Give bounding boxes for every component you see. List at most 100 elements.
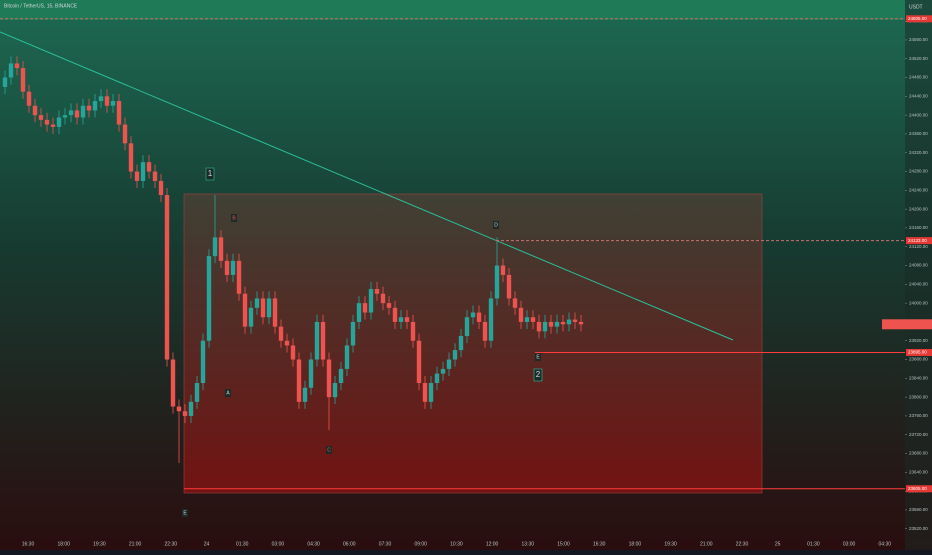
annotation: 2 bbox=[536, 370, 541, 379]
y-tick-label: 24400.00 bbox=[909, 112, 928, 117]
candle-body bbox=[104, 96, 110, 106]
candle-body bbox=[224, 260, 230, 275]
y-tick-label: 24560.00 bbox=[909, 37, 928, 42]
candle-body bbox=[182, 411, 188, 416]
x-tick-label: 06:00 bbox=[343, 541, 356, 547]
y-tick-label: 23680.00 bbox=[909, 451, 928, 456]
annotation-box bbox=[231, 214, 237, 222]
candle-body bbox=[452, 350, 458, 360]
candle-body bbox=[458, 336, 464, 351]
candle-body bbox=[2, 77, 8, 87]
candle-body bbox=[116, 101, 122, 125]
y-tick-label: 24160.00 bbox=[909, 225, 928, 230]
candle-body bbox=[230, 260, 236, 275]
candle-body bbox=[254, 298, 260, 308]
annotation: C bbox=[327, 447, 331, 453]
candle-body bbox=[374, 289, 380, 294]
x-tick-label: 18:00 bbox=[629, 541, 642, 547]
annotation: B bbox=[232, 215, 236, 221]
y-tick-label: 23880.00 bbox=[909, 357, 928, 362]
candle-body bbox=[386, 303, 392, 308]
y-tick-label: 23640.00 bbox=[909, 470, 928, 475]
y-tick-label: 24440.00 bbox=[909, 94, 928, 99]
level-label: 24133.00 bbox=[908, 238, 927, 243]
candle-body bbox=[110, 101, 116, 106]
candle-body bbox=[146, 162, 152, 172]
level-label: 24605.00 bbox=[908, 16, 927, 21]
x-tick-label: 10:30 bbox=[450, 541, 463, 547]
candle-body bbox=[242, 293, 248, 327]
y-tick-label: 23520.00 bbox=[909, 526, 928, 531]
level-label: 23605.00 bbox=[908, 486, 927, 491]
current-price-tag bbox=[882, 319, 932, 330]
candle-body bbox=[248, 307, 254, 327]
candle-body bbox=[308, 359, 314, 388]
candle-body bbox=[512, 298, 518, 308]
x-tick-label: 22:30 bbox=[736, 541, 749, 547]
x-tick-label: 01:30 bbox=[236, 541, 249, 547]
candle-body bbox=[434, 373, 440, 384]
candle-body bbox=[482, 321, 488, 341]
candle-body bbox=[212, 237, 218, 257]
y-tick-label: 24080.00 bbox=[909, 263, 928, 268]
candle-body bbox=[122, 124, 128, 144]
candle-body bbox=[566, 319, 572, 325]
candle-body bbox=[188, 401, 194, 416]
candle-body bbox=[86, 105, 92, 111]
x-tick-label: 19:30 bbox=[93, 541, 106, 547]
y-tick-label: 23760.00 bbox=[909, 413, 928, 418]
y-tick-label: 23920.00 bbox=[909, 338, 928, 343]
candle-body bbox=[296, 359, 302, 402]
candle-body bbox=[476, 312, 482, 322]
x-tick-label: 13:30 bbox=[522, 541, 535, 547]
annotation-box bbox=[326, 446, 332, 454]
candle-body bbox=[464, 317, 470, 337]
y-tick-label: 24280.00 bbox=[909, 169, 928, 174]
candle-body bbox=[152, 171, 158, 181]
x-tick-label: 07:30 bbox=[379, 541, 392, 547]
candle-body bbox=[50, 124, 56, 127]
candle-body bbox=[134, 171, 140, 181]
candle-body bbox=[128, 143, 134, 172]
y-tick-label: 23800.00 bbox=[909, 394, 928, 399]
x-tick-label: 01:30 bbox=[807, 541, 820, 547]
y-tick-label: 23720.00 bbox=[909, 432, 928, 437]
candle-body bbox=[14, 63, 20, 69]
candle-body bbox=[26, 91, 32, 106]
x-tick-label: 04:30 bbox=[307, 541, 320, 547]
candle-body bbox=[332, 383, 338, 398]
annotation: E bbox=[536, 354, 540, 360]
candle-body bbox=[8, 63, 14, 78]
trend-line bbox=[0, 31, 734, 341]
candle-body bbox=[320, 321, 326, 360]
candle-body bbox=[44, 119, 50, 125]
y-tick-label: 23560.00 bbox=[909, 507, 928, 512]
candle-body bbox=[290, 345, 296, 360]
currency: USDT bbox=[909, 4, 923, 10]
annotation-box bbox=[225, 389, 231, 397]
candle-body bbox=[524, 317, 530, 322]
x-tick-label: 24 bbox=[204, 541, 210, 547]
candle-body bbox=[278, 326, 284, 341]
candle-body bbox=[548, 321, 554, 327]
candle-body bbox=[404, 317, 410, 322]
candle-body bbox=[356, 303, 362, 322]
candle-body bbox=[536, 321, 542, 332]
candle-body bbox=[98, 96, 104, 102]
chart-title: Bitcoin / TetherUS, 15, BINANCE bbox=[4, 3, 78, 9]
candle-body bbox=[176, 406, 182, 412]
y-tick-label: 24240.00 bbox=[909, 188, 928, 193]
candle-body bbox=[326, 359, 332, 398]
y-tick-label: 24120.00 bbox=[909, 244, 928, 249]
candle-body bbox=[200, 340, 206, 384]
annotation-box bbox=[182, 509, 188, 517]
x-tick-label: 18:00 bbox=[57, 541, 70, 547]
y-tick-label: 24360.00 bbox=[909, 131, 928, 136]
candle-body bbox=[62, 115, 68, 118]
candle-body bbox=[392, 307, 398, 322]
y-tick-label: 24200.00 bbox=[909, 206, 928, 211]
x-tick-label: 16:30 bbox=[22, 541, 35, 547]
candle-body bbox=[164, 195, 170, 360]
y-tick-label: 24480.00 bbox=[909, 75, 928, 80]
